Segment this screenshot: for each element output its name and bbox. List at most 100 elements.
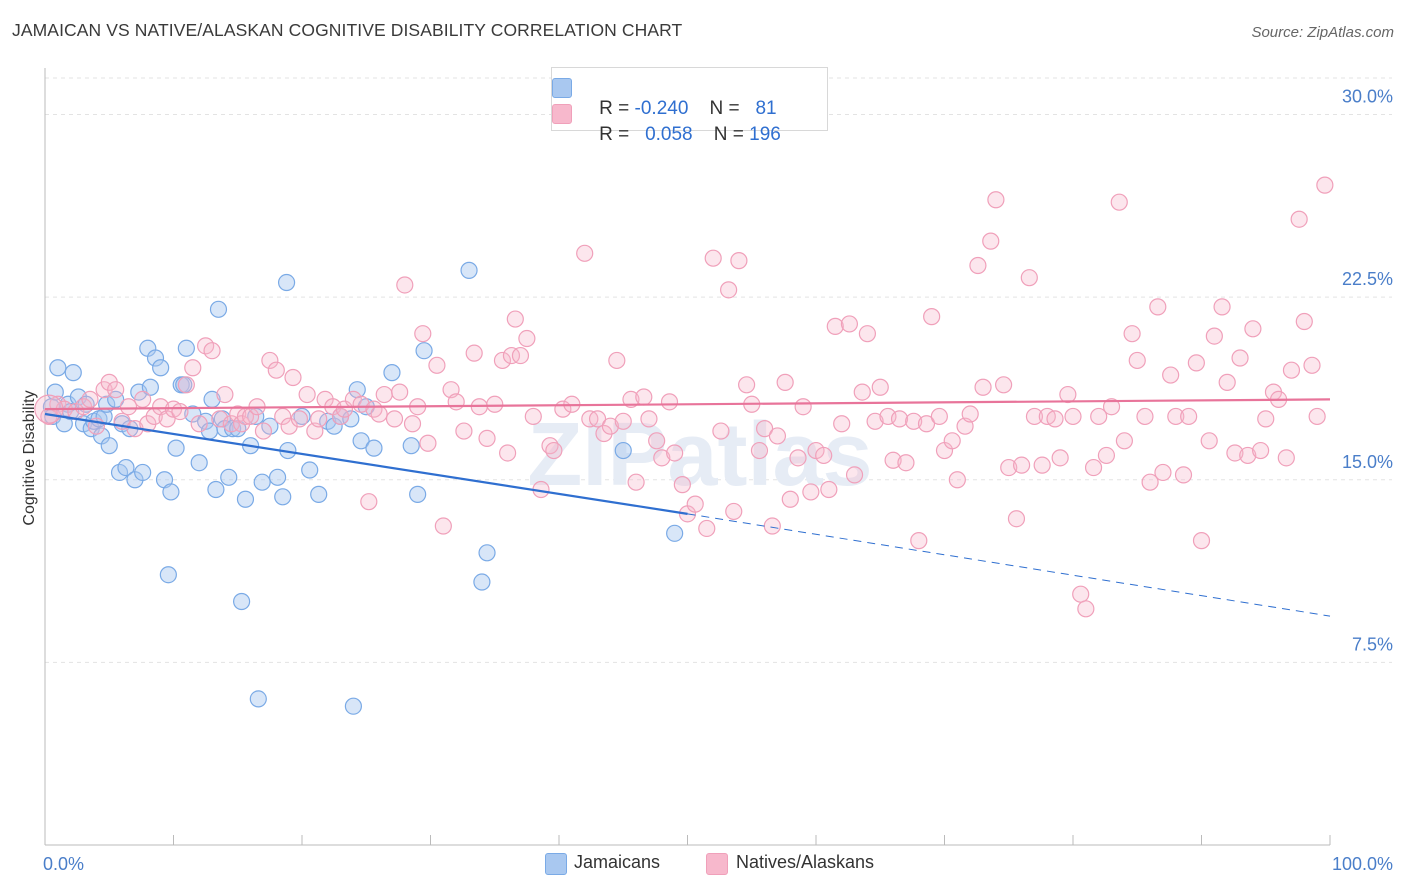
point-natives — [254, 422, 273, 440]
x-tick-label: 100.0% — [1332, 854, 1393, 874]
chart-title: JAMAICAN VS NATIVE/ALASKAN COGNITIVE DIS… — [12, 20, 683, 40]
point-jamaicans — [207, 480, 225, 499]
point-jamaicans — [134, 463, 152, 482]
point-natives — [1167, 407, 1185, 426]
axes — [44, 68, 1331, 846]
point-natives — [1303, 356, 1321, 374]
point-jamaicans — [268, 468, 287, 486]
point-natives — [648, 432, 666, 450]
point-natives — [853, 383, 871, 401]
point-natives — [1012, 456, 1031, 474]
bottom-legend-swatch-jamaicans — [545, 853, 567, 875]
point-jamaicans — [117, 458, 135, 477]
point-jamaicans — [184, 405, 202, 423]
point-natives — [434, 517, 452, 535]
point-natives — [352, 395, 370, 413]
point-natives — [871, 378, 889, 396]
point-jamaicans — [402, 437, 420, 455]
point-natives — [1308, 407, 1326, 426]
watermark: ZIPatlas — [527, 405, 872, 505]
point-natives — [776, 373, 794, 391]
legend-r-label: R = — [599, 98, 630, 119]
point-natives — [419, 434, 437, 452]
point-natives — [820, 480, 838, 499]
legend-n-value: 196 — [749, 124, 781, 145]
legend-n-value: 81 — [755, 98, 777, 119]
point-jamaicans — [236, 490, 255, 508]
point-natives — [1128, 351, 1146, 370]
point-natives — [1064, 407, 1082, 426]
point-natives — [1097, 446, 1116, 465]
point-natives — [203, 342, 221, 360]
point-natives — [833, 415, 851, 433]
point-natives — [622, 390, 640, 409]
y-tick-label: 15.0% — [1342, 452, 1393, 472]
trend-lines — [44, 398, 1331, 617]
point-jamaicans — [100, 437, 118, 455]
point-natives — [1059, 385, 1077, 404]
point-natives — [119, 398, 138, 416]
trend-line-jamaicans-extrapolated — [687, 513, 1331, 617]
point-jamaicans — [190, 454, 208, 472]
point-natives — [666, 444, 684, 462]
trend-line-jamaicans — [44, 412, 688, 515]
point-natives — [524, 407, 542, 426]
point-natives — [738, 376, 756, 394]
point-natives — [1123, 325, 1141, 343]
point-natives — [1218, 373, 1236, 391]
point-natives — [158, 410, 176, 428]
point-jamaicans — [141, 378, 159, 396]
point-natives — [840, 315, 859, 333]
point-natives — [511, 346, 530, 365]
point-natives — [499, 444, 517, 462]
point-natives — [588, 410, 607, 428]
point-natives — [1231, 349, 1249, 367]
point-natives — [712, 422, 730, 440]
bottom-legend-swatch-natives — [706, 853, 728, 875]
point-natives — [1000, 458, 1018, 477]
point-jamaicans — [301, 461, 319, 479]
point-natives — [686, 495, 704, 513]
point-natives — [190, 415, 208, 433]
point-natives — [545, 441, 563, 460]
point-natives — [845, 466, 864, 484]
point-jamaicans — [310, 485, 328, 503]
point-natives — [274, 407, 292, 426]
point-natives — [923, 308, 941, 326]
point-jamaicans — [146, 349, 165, 367]
point-natives — [608, 351, 626, 370]
point-natives — [360, 493, 378, 511]
point-natives — [890, 410, 909, 428]
point-natives — [1205, 327, 1223, 345]
point-natives — [370, 405, 388, 423]
point-jamaicans — [352, 432, 370, 450]
point-natives — [428, 356, 446, 374]
point-jamaicans — [383, 364, 401, 382]
point-jamaicans — [415, 342, 433, 360]
point-natives — [486, 395, 504, 413]
point-natives — [1187, 354, 1205, 372]
point-natives — [725, 502, 743, 521]
point-natives — [375, 385, 393, 404]
point-natives — [403, 415, 422, 433]
point-natives — [1213, 298, 1231, 316]
point-natives — [1200, 432, 1218, 450]
point-natives — [478, 429, 496, 447]
point-natives — [81, 390, 99, 409]
point-jamaicans — [344, 697, 362, 715]
point-jamaicans — [614, 441, 632, 460]
point-jamaicans — [209, 300, 228, 318]
point-jamaicans — [159, 566, 177, 584]
point-natives — [184, 359, 202, 377]
point-natives — [917, 415, 936, 433]
point-natives — [1180, 407, 1198, 426]
legend-swatch-natives — [552, 104, 572, 124]
point-natives — [1046, 410, 1064, 428]
y-tick-label: 7.5% — [1352, 634, 1393, 654]
point-natives — [365, 400, 383, 418]
point-natives — [858, 325, 877, 343]
point-jamaicans — [107, 390, 125, 409]
point-natives — [768, 427, 787, 445]
point-natives — [884, 451, 902, 469]
point-natives — [815, 446, 833, 465]
